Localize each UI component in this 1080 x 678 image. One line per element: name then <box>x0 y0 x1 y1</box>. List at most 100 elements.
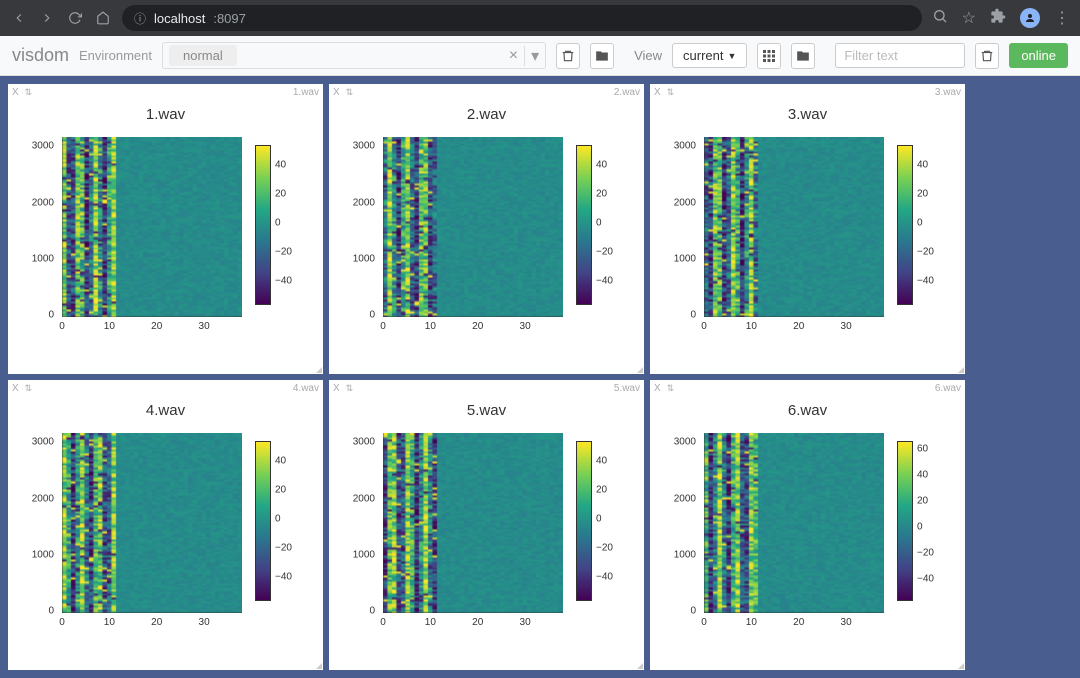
plot-area: 01000200030000102030−40−200204060 <box>650 423 965 653</box>
x-tick-label: 30 <box>841 321 852 332</box>
star-icon[interactable]: ☆ <box>962 8 976 28</box>
colorbar-tick-label: 40 <box>275 455 286 466</box>
pane-mini-title: 3.wav <box>935 87 961 98</box>
y-tick-label: 1000 <box>674 253 696 264</box>
online-status-button[interactable]: online <box>1009 43 1068 68</box>
resize-handle[interactable] <box>314 661 322 669</box>
pin-icon[interactable]: ⇅ <box>667 87 675 98</box>
y-tick-label: 1000 <box>353 253 375 264</box>
x-tick-label: 0 <box>59 617 65 628</box>
y-tick-label: 3000 <box>674 141 696 152</box>
colorbar-tick-label: 40 <box>275 159 286 170</box>
menu-icon[interactable]: ⋮ <box>1054 8 1070 28</box>
x-tick-label: 0 <box>380 617 386 628</box>
y-tick-label: 3000 <box>674 437 696 448</box>
close-icon[interactable]: X <box>333 87 340 98</box>
plot-title: 6.wav <box>650 402 965 419</box>
x-tick-label: 20 <box>793 321 804 332</box>
colorbar <box>576 145 592 305</box>
colorbar-tick-label: 20 <box>917 496 928 507</box>
extensions-icon[interactable] <box>990 8 1006 29</box>
resize-handle[interactable] <box>956 661 964 669</box>
colorbar-tick-label: 0 <box>596 218 602 229</box>
browser-chrome: ⓘ localhost:8097 ☆ ⋮ <box>0 0 1080 36</box>
view-dropdown[interactable]: current ▼ <box>672 43 747 68</box>
x-tick-label: 30 <box>199 321 210 332</box>
clear-filter-button[interactable] <box>975 43 999 69</box>
plot-title: 2.wav <box>329 106 644 123</box>
colorbar-tick-label: −20 <box>275 543 292 554</box>
x-tick-label: 0 <box>380 321 386 332</box>
plot-pane[interactable]: X⇅6.wav6.wav01000200030000102030−40−2002… <box>650 380 965 670</box>
plot-pane[interactable]: X⇅3.wav3.wav01000200030000102030−40−2002… <box>650 84 965 374</box>
pane-mini-title: 6.wav <box>935 383 961 394</box>
plot-pane[interactable]: X⇅5.wav5.wav01000200030000102030−40−2002… <box>329 380 644 670</box>
close-icon[interactable]: X <box>12 383 19 394</box>
x-tick-label: 20 <box>151 617 162 628</box>
close-icon[interactable]: X <box>333 383 340 394</box>
view-label: View <box>634 48 662 63</box>
home-button[interactable] <box>94 9 112 27</box>
x-tick-label: 30 <box>520 617 531 628</box>
filter-input[interactable] <box>835 43 965 68</box>
x-tick-label: 10 <box>104 617 115 628</box>
resize-handle[interactable] <box>635 365 643 373</box>
y-tick-label: 2000 <box>32 493 54 504</box>
env-clear-icon[interactable]: × <box>509 47 518 65</box>
pin-icon[interactable]: ⇅ <box>346 87 354 98</box>
y-tick-label: 2000 <box>674 493 696 504</box>
close-icon[interactable]: X <box>654 383 661 394</box>
colorbar-tick-label: 40 <box>596 159 607 170</box>
plot-pane[interactable]: X⇅2.wav2.wav01000200030000102030−40−2002… <box>329 84 644 374</box>
url-bar[interactable]: ⓘ localhost:8097 <box>122 5 922 31</box>
pin-icon[interactable]: ⇅ <box>667 383 675 394</box>
environment-select[interactable]: normal × ▾ <box>162 42 546 69</box>
plot-title: 3.wav <box>650 106 965 123</box>
resize-handle[interactable] <box>635 661 643 669</box>
chrome-actions: ☆ ⋮ <box>932 8 1070 29</box>
pin-icon[interactable]: ⇅ <box>346 383 354 394</box>
y-tick-label: 0 <box>369 310 375 321</box>
x-tick-label: 20 <box>151 321 162 332</box>
colorbar-tick-label: 0 <box>275 218 281 229</box>
profile-avatar[interactable] <box>1020 8 1040 28</box>
manage-env-button[interactable] <box>590 43 614 69</box>
close-icon[interactable]: X <box>12 87 19 98</box>
colorbar-tick-label: −40 <box>275 572 292 583</box>
resize-handle[interactable] <box>956 365 964 373</box>
colorbar-tick-label: 20 <box>917 188 928 199</box>
close-icon[interactable]: X <box>654 87 661 98</box>
clear-env-button[interactable] <box>556 43 580 69</box>
colorbar-tick-label: −20 <box>275 247 292 258</box>
x-tick-label: 0 <box>701 321 707 332</box>
forward-button[interactable] <box>38 9 56 27</box>
zoom-icon[interactable] <box>932 8 948 29</box>
plot-pane[interactable]: X⇅1.wav1.wav01000200030000102030−40−2002… <box>8 84 323 374</box>
repack-button[interactable] <box>757 43 781 69</box>
pin-icon[interactable]: ⇅ <box>25 383 33 394</box>
y-tick-label: 1000 <box>353 549 375 560</box>
x-tick-label: 30 <box>841 617 852 628</box>
reload-button[interactable] <box>66 9 84 27</box>
y-tick-label: 1000 <box>32 549 54 560</box>
url-host: localhost <box>154 11 205 26</box>
colorbar <box>255 145 271 305</box>
y-tick-label: 0 <box>48 310 54 321</box>
x-tick-label: 20 <box>793 617 804 628</box>
brand-label: visdom <box>12 45 69 66</box>
plot-area: 01000200030000102030−40−2002040 <box>329 127 644 357</box>
plot-title: 1.wav <box>8 106 323 123</box>
chevron-down-icon[interactable]: ▾ <box>524 46 539 66</box>
colorbar-tick-label: −20 <box>596 543 613 554</box>
colorbar-tick-label: 0 <box>917 218 923 229</box>
save-layout-button[interactable] <box>791 43 815 69</box>
back-button[interactable] <box>10 9 28 27</box>
workspace: X⇅1.wav1.wav01000200030000102030−40−2002… <box>0 76 1080 678</box>
site-info-icon[interactable]: ⓘ <box>134 10 146 27</box>
resize-handle[interactable] <box>314 365 322 373</box>
plot-pane[interactable]: X⇅4.wav4.wav01000200030000102030−40−2002… <box>8 380 323 670</box>
y-tick-label: 3000 <box>353 437 375 448</box>
y-tick-label: 3000 <box>32 437 54 448</box>
pin-icon[interactable]: ⇅ <box>25 87 33 98</box>
colorbar <box>255 441 271 601</box>
